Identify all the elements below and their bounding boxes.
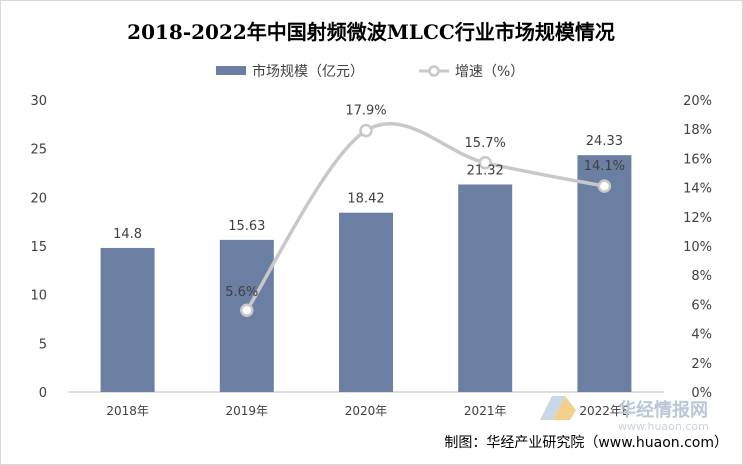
y-right-tick-label: 16% (683, 152, 712, 167)
x-tick-label: 2021年 (464, 404, 507, 418)
growth-line (245, 122, 605, 312)
growth-marker (240, 303, 254, 317)
y-right-tick-label: 8% (691, 269, 712, 284)
growth-value-label: 15.7% (465, 136, 506, 151)
legend-label-line: 增速（%） (455, 64, 524, 80)
y-right-tick-label: 12% (683, 211, 712, 226)
y-right-tick-label: 18% (683, 123, 712, 138)
bar-value-label: 21.32 (467, 163, 504, 178)
bar (577, 155, 632, 392)
y-right-tick-label: 20% (683, 94, 712, 109)
watermark-logo-icon (540, 396, 565, 420)
x-tick-label: 2022年E (579, 404, 629, 418)
growth-line-series (240, 122, 612, 317)
source-note: 制图：华经产业研究院（www.huaon.com） (444, 435, 728, 451)
bar (100, 247, 155, 392)
x-tick-label: 2020年 (345, 404, 388, 418)
y-right-tick-label: 10% (683, 240, 712, 255)
bar (339, 212, 393, 392)
x-tick-label: 2018年 (106, 404, 149, 418)
growth-value-label: 14.1% (584, 159, 625, 174)
bar-value-label: 15.63 (228, 219, 265, 234)
legend: 市场规模（亿元） 增速（%） (216, 63, 524, 80)
watermark-text: 华经情报网 (618, 399, 708, 421)
y-left-tick-label: 5 (39, 337, 47, 352)
chart-title: 2018-2022年中国射频微波MLCC行业市场规模情况 (127, 20, 615, 44)
y-left-tick-label: 30 (30, 94, 47, 109)
y-left-tick-label: 20 (30, 191, 47, 206)
growth-marker (478, 156, 492, 170)
legend-swatch-marker (428, 65, 440, 77)
bar-value-label: 18.42 (347, 192, 384, 207)
bar-series (100, 155, 632, 392)
bar (458, 184, 513, 392)
growth-marker (597, 179, 612, 193)
data-labels: 14.8 15.63 18.42 21.32 24.33 5.6% 17.9% 15.7% 14… (113, 104, 625, 301)
y-right-tick-label: 14% (683, 182, 712, 197)
bar-value-label: 24.33 (586, 134, 623, 149)
legend-label-bar: 市场规模（亿元） (252, 63, 364, 80)
y-right-tick-label: 0% (691, 386, 712, 401)
y-right-tick-label: 2% (691, 357, 712, 372)
y-right-tick-label: 4% (691, 328, 712, 343)
y-left-tick-label: 25 (30, 143, 47, 158)
growth-value-label: 17.9% (345, 104, 386, 119)
axes: 0 5 10 15 20 25 30 0% 2% 4% 6% 8% 10% 12% 14% 16% 18% 20%… (30, 94, 712, 418)
growth-value-label: 5.6% (225, 285, 258, 300)
y-left-tick-label: 0 (39, 386, 47, 401)
watermark-logo-accent-icon (553, 396, 576, 420)
growth-marker (359, 123, 373, 138)
y-left-tick-label: 15 (30, 240, 47, 255)
bar-value-label: 14.8 (113, 227, 142, 242)
y-right-tick-label: 6% (691, 298, 712, 313)
x-tick-label: 2019年 (226, 404, 269, 418)
legend-swatch-bar (216, 66, 246, 75)
y-left-tick-label: 10 (30, 289, 47, 304)
watermark-url: www.huaon.com (618, 420, 709, 433)
watermark: 华经情报网 www.huaon.com (540, 396, 709, 433)
